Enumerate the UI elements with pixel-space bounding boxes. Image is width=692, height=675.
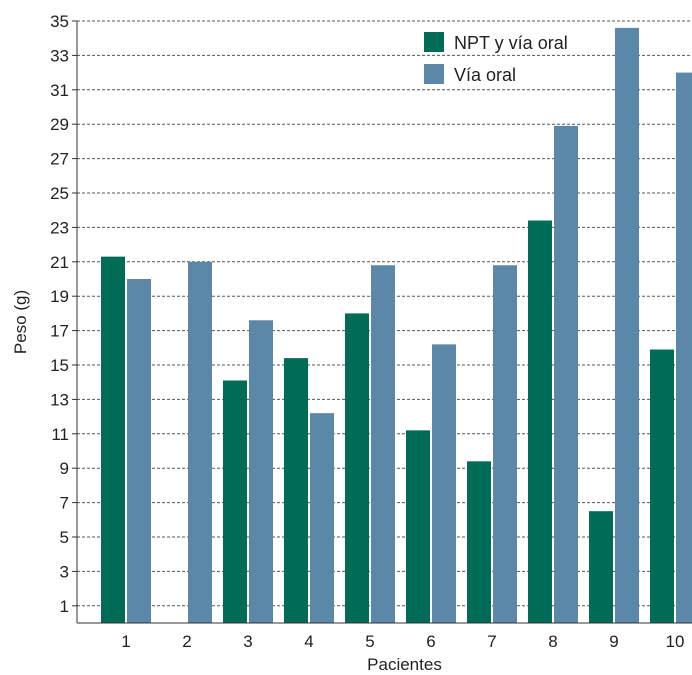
x-tick-label: 8 — [548, 632, 557, 651]
bar-via-oral-patient-4 — [310, 413, 334, 623]
y-tick-label: 13 — [50, 390, 69, 409]
bar-via-oral-patient-2 — [188, 261, 212, 623]
x-axis-title: Pacientes — [367, 655, 442, 674]
y-tick-label: 15 — [50, 356, 69, 375]
y-tick-label: 19 — [50, 287, 69, 306]
x-tick-label: 10 — [666, 632, 685, 651]
bar-npt-y-via-oral-patient-3 — [223, 380, 247, 623]
bar-npt-y-via-oral-patient-1 — [101, 256, 125, 623]
y-tick-label: 3 — [60, 562, 69, 581]
bar-via-oral-patient-3 — [249, 320, 273, 623]
axes — [76, 21, 692, 624]
bar-via-oral-patient-7 — [493, 265, 517, 623]
legend-label-via-oral: Vía oral — [454, 65, 516, 85]
x-tick-label: 4 — [304, 632, 313, 651]
x-tick-labels: 1 2 3 4 5 6 7 8 9 10 — [121, 632, 684, 651]
bar-via-oral-patient-5 — [371, 265, 395, 623]
bar-via-oral-patient-6 — [432, 344, 456, 623]
x-tick-label: 1 — [121, 632, 130, 651]
bar-npt-y-via-oral-patient-8 — [528, 220, 552, 623]
y-tick-label: 11 — [51, 425, 69, 444]
y-tick-label: 25 — [50, 184, 69, 203]
legend: NPT y vía oral Vía oral — [424, 32, 568, 85]
bar-npt-y-via-oral-patient-5 — [345, 313, 369, 623]
bar-via-oral-patient-1 — [127, 279, 151, 623]
y-tick-label: 27 — [50, 150, 69, 169]
x-tick-label: 3 — [243, 632, 252, 651]
y-tick-label: 29 — [50, 115, 69, 134]
bar-npt-y-via-oral-patient-6 — [406, 430, 430, 623]
legend-label-npt-y-via-oral: NPT y vía oral — [454, 33, 568, 53]
y-tick-label: 1 — [60, 597, 69, 616]
y-tick-label: 33 — [50, 46, 69, 65]
x-tick-label: 7 — [487, 632, 496, 651]
y-tick-label: 7 — [60, 494, 69, 513]
y-tick-label: 5 — [60, 528, 69, 547]
x-tick-label: 6 — [426, 632, 435, 651]
legend-swatch-via-oral — [424, 64, 444, 84]
y-tick-label: 21 — [50, 253, 69, 272]
y-tick-label: 31 — [50, 81, 69, 100]
bar-via-oral-patient-10 — [676, 72, 692, 624]
x-tick-label: 2 — [182, 632, 191, 651]
bar-npt-y-via-oral-patient-9 — [589, 511, 613, 623]
bar-via-oral-patient-9 — [615, 27, 639, 623]
y-tick-label: 9 — [60, 459, 69, 478]
x-tick-label: 5 — [365, 632, 374, 651]
bars — [101, 27, 692, 624]
y-tick-label: 17 — [50, 322, 69, 341]
y-tick-label: 23 — [50, 218, 69, 237]
bar-npt-y-via-oral-patient-10 — [650, 349, 674, 623]
bar-npt-y-via-oral-patient-7 — [467, 461, 491, 623]
y-axis-title: Peso (g) — [11, 290, 30, 354]
bar-via-oral-patient-8 — [554, 125, 578, 624]
x-tick-label: 9 — [609, 632, 618, 651]
bar-npt-y-via-oral-patient-4 — [284, 358, 308, 623]
y-tick-label: 35 — [50, 12, 69, 31]
legend-swatch-npt-y-via-oral — [424, 32, 444, 52]
